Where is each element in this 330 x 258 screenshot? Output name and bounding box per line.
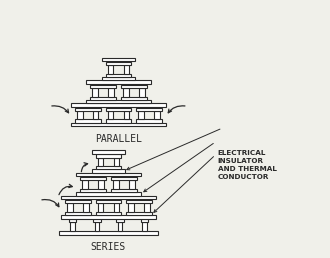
Bar bbox=[138, 111, 144, 119]
Bar bbox=[98, 180, 104, 189]
Bar bbox=[145, 203, 150, 212]
Bar bbox=[114, 158, 119, 166]
Bar bbox=[69, 219, 76, 222]
Bar bbox=[108, 65, 113, 74]
Bar bbox=[96, 212, 121, 215]
Bar bbox=[90, 85, 116, 88]
Bar bbox=[114, 203, 119, 212]
Bar bbox=[86, 80, 150, 84]
Bar bbox=[96, 154, 121, 158]
Bar bbox=[71, 123, 166, 126]
Bar bbox=[75, 108, 101, 111]
Bar bbox=[139, 88, 145, 96]
Bar bbox=[106, 119, 131, 123]
Bar bbox=[90, 96, 116, 100]
Bar bbox=[86, 100, 150, 103]
Bar bbox=[102, 58, 135, 61]
Bar bbox=[98, 203, 103, 212]
Text: SERIES: SERIES bbox=[91, 242, 126, 252]
Bar bbox=[129, 180, 135, 189]
Bar bbox=[116, 219, 124, 222]
Bar bbox=[82, 180, 88, 189]
Bar bbox=[65, 212, 91, 215]
Bar bbox=[123, 65, 129, 74]
Bar bbox=[93, 111, 98, 119]
Bar bbox=[121, 96, 147, 100]
Bar bbox=[154, 111, 160, 119]
Bar bbox=[70, 222, 75, 231]
Bar bbox=[71, 103, 166, 107]
Bar bbox=[136, 108, 162, 111]
Bar bbox=[136, 119, 162, 123]
Bar bbox=[106, 74, 131, 77]
Bar bbox=[111, 177, 137, 180]
Bar bbox=[75, 119, 101, 123]
Bar bbox=[92, 88, 98, 96]
Bar bbox=[111, 189, 137, 192]
Bar bbox=[113, 180, 119, 189]
Bar bbox=[61, 196, 156, 199]
Bar bbox=[61, 215, 156, 219]
Bar bbox=[123, 88, 129, 96]
Bar bbox=[108, 88, 114, 96]
Bar bbox=[106, 62, 131, 65]
Bar bbox=[76, 173, 141, 176]
Bar bbox=[65, 200, 91, 203]
Bar bbox=[96, 166, 121, 170]
Bar bbox=[67, 203, 73, 212]
Bar bbox=[141, 219, 148, 222]
Bar bbox=[123, 111, 129, 119]
Bar bbox=[102, 77, 135, 80]
Bar bbox=[80, 189, 106, 192]
Bar bbox=[121, 85, 147, 88]
Bar bbox=[108, 111, 113, 119]
Text: ELECTRICAL
INSULATOR
AND THERMAL
CONDUCTOR: ELECTRICAL INSULATOR AND THERMAL CONDUCT… bbox=[217, 150, 277, 180]
Bar bbox=[80, 177, 106, 180]
Bar bbox=[117, 222, 122, 231]
Bar bbox=[83, 203, 88, 212]
Bar bbox=[92, 170, 125, 173]
Bar bbox=[93, 219, 101, 222]
Bar bbox=[126, 200, 152, 203]
Bar bbox=[76, 192, 141, 196]
Bar bbox=[106, 108, 131, 111]
Bar bbox=[142, 222, 147, 231]
Bar bbox=[77, 111, 82, 119]
Bar bbox=[95, 222, 99, 231]
Bar bbox=[126, 212, 152, 215]
Bar bbox=[59, 231, 158, 235]
Bar bbox=[128, 203, 134, 212]
Bar bbox=[92, 150, 125, 154]
Bar bbox=[96, 200, 121, 203]
Bar bbox=[98, 158, 103, 166]
Text: PARALLEL: PARALLEL bbox=[95, 134, 142, 144]
